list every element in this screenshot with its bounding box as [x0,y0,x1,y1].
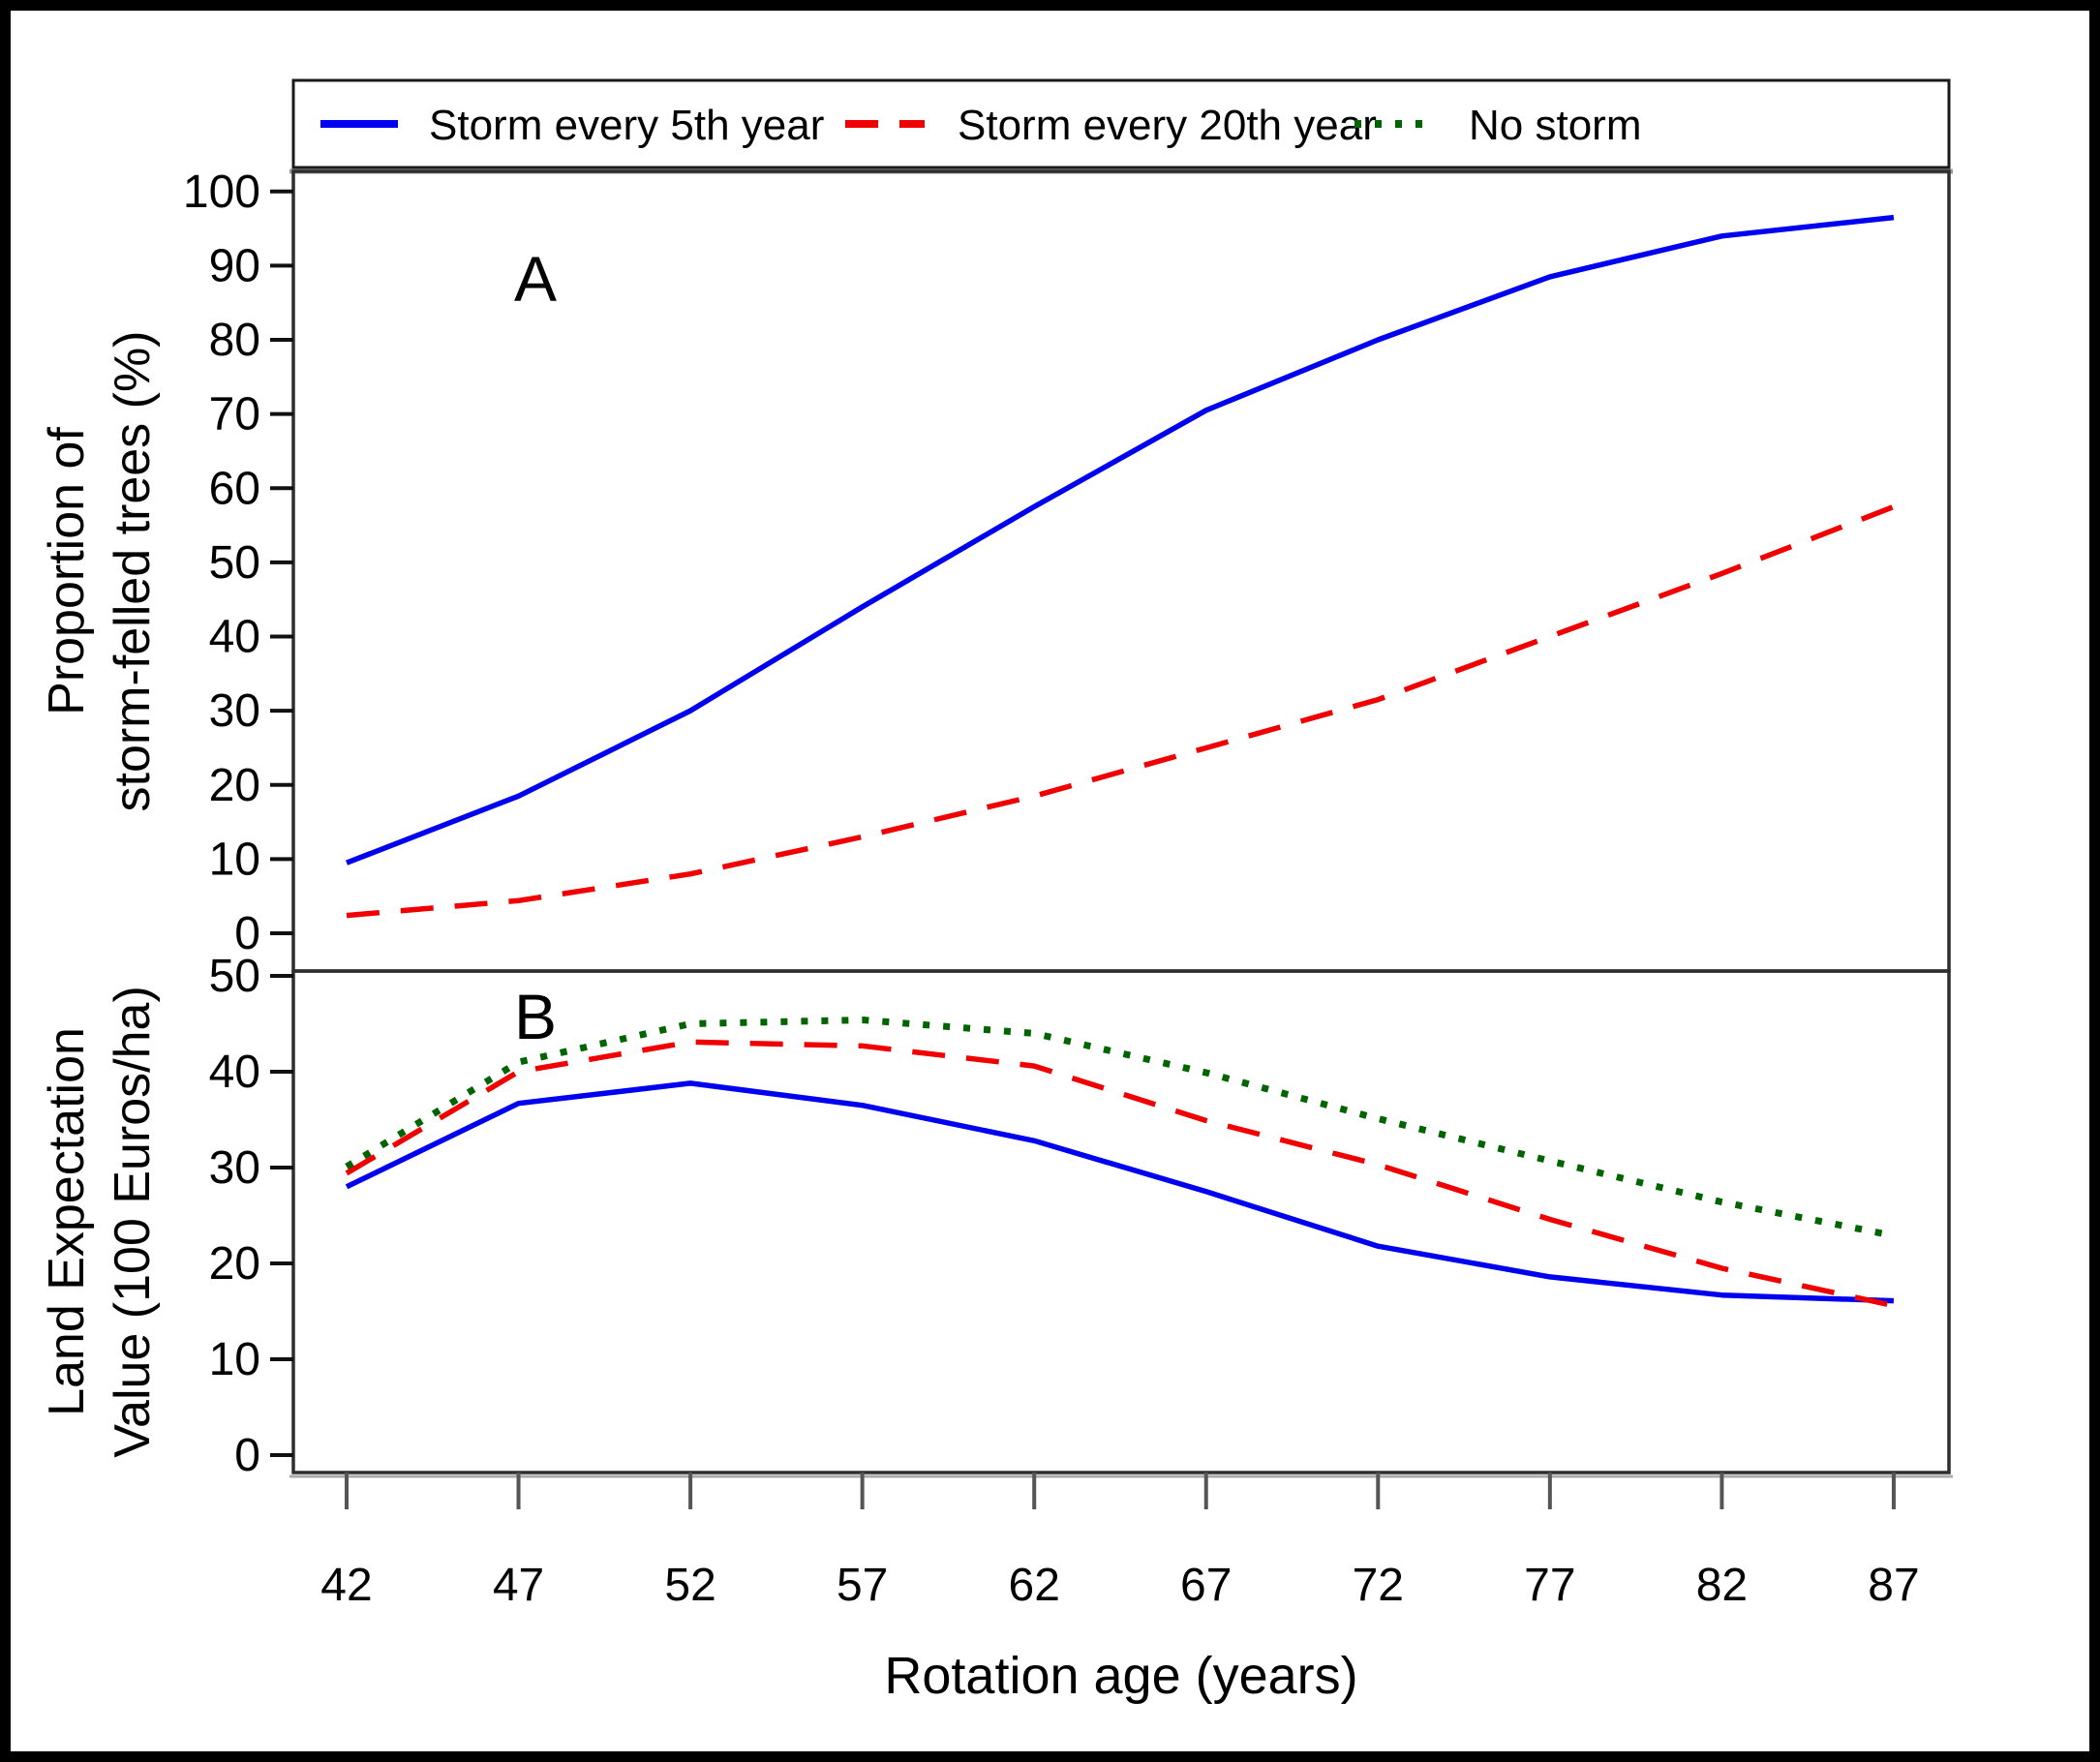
panel-a-ytick-label: 40 [209,612,260,663]
panel-b-ytick-label: 0 [234,1430,260,1481]
legend-label: Storm every 20th year [958,102,1377,149]
x-tick-label: 62 [1009,1560,1060,1611]
panel-b-y-axis-title-line2: Value (100 Euros/ha) [105,986,161,1458]
panel-b-letter: B [514,981,557,1052]
x-tick-label: 82 [1696,1560,1748,1611]
x-axis-title: Rotation age (years) [884,1647,1357,1705]
panel-b-frame [291,969,1951,1474]
series-solid-a [346,214,1895,866]
panel-a-ytick-label: 10 [209,834,260,885]
panel-b-ytick-label: 50 [209,951,260,1002]
panel-b-ytick-label: 20 [209,1238,260,1290]
legend-label: Storm every 5th year [429,102,824,149]
panel-b-ytick-label: 40 [209,1047,260,1098]
panel-a-ytick-label: 50 [209,537,260,589]
panel-a-y-axis-title-line1: Proportion of [39,427,95,715]
x-tick-label: 87 [1868,1560,1919,1611]
series-solid-b [345,1080,1894,1304]
panel-a-ytick-label: 90 [209,240,260,291]
panel-a-ytick-label: 100 [183,167,260,218]
x-tick-label: 72 [1353,1560,1404,1611]
panel-a-ytick-label: 70 [209,389,260,440]
legend-label: No storm [1469,102,1641,149]
panel-a-ytick-label: 0 [234,908,260,959]
panel-a-ytick-label: 30 [209,685,260,737]
panel-a-y-axis-title-line2: storm-felled trees (%) [105,331,161,812]
series-dashed-b [345,1039,1895,1309]
legend-box [291,78,1951,169]
panel-b-ytick-label: 10 [209,1334,260,1385]
x-tick-label: 77 [1524,1560,1575,1611]
x-tick-label: 42 [320,1560,372,1611]
panel-a-ytick-label: 60 [209,463,260,514]
x-tick-label: 52 [664,1560,715,1611]
x-tick-label: 47 [493,1560,544,1611]
panel-b-ytick-label: 30 [209,1142,260,1194]
panel-b-y-axis-title-line1: Land Expectation [39,1027,95,1416]
x-tick-label: 57 [837,1560,888,1611]
panel-a-ytick-label: 20 [209,760,260,811]
panel-a-ytick-label: 80 [209,315,260,366]
x-tick-label: 67 [1180,1560,1232,1611]
series-dotted-b [345,1017,1895,1239]
series-dashed-a [346,503,1895,919]
two-panel-line-chart: Storm every 5th year Storm every 20th yea… [39,78,1953,1705]
panel-a-letter: A [514,243,557,315]
